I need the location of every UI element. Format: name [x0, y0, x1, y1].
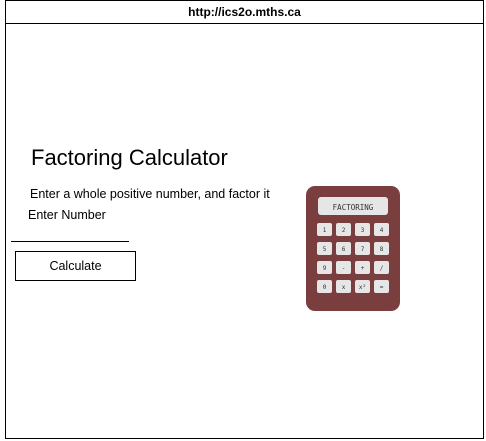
calculator-key-label: -	[342, 265, 346, 272]
instruction-text: Enter a whole positive number, and facto…	[30, 187, 270, 201]
calculator-key-label: 2	[342, 227, 346, 234]
calculator-display-text: FACTORING	[333, 203, 374, 212]
calculator-key	[374, 261, 389, 274]
calculator-key	[317, 261, 332, 274]
calculator-key-label: 0	[323, 284, 327, 291]
calculator-key	[317, 280, 332, 293]
calculator-key	[336, 261, 351, 274]
calculator-key-label: 5	[323, 246, 327, 253]
number-input[interactable]	[11, 226, 129, 242]
calculator-key-label: 8	[380, 246, 384, 253]
calculator-key	[355, 261, 370, 274]
calculator-key	[374, 242, 389, 255]
calculator-key-label: x	[342, 284, 346, 291]
calculator-key	[317, 242, 332, 255]
url-text: http://ics2o.mths.ca	[188, 5, 301, 19]
calculator-key-label: 9	[323, 265, 327, 272]
calculator-key-label: =	[380, 284, 384, 291]
calculator-key-label: 6	[342, 246, 346, 253]
calculator-key-label: 3	[361, 227, 365, 234]
number-input-label: Enter Number	[28, 208, 106, 222]
calculator-key	[355, 223, 370, 236]
page-title: Factoring Calculator	[31, 145, 228, 170]
calculator-key	[336, 280, 351, 293]
calculator-body	[306, 186, 400, 311]
calculator-key-label: 4	[380, 227, 384, 234]
calculator-key	[317, 223, 332, 236]
calculator-key	[355, 280, 370, 293]
calculator-key	[355, 242, 370, 255]
calculator-key-label: /	[380, 265, 384, 272]
address-bar[interactable]: http://ics2o.mths.ca	[5, 0, 484, 24]
calculate-button[interactable]: Calculate	[15, 251, 136, 281]
calculator-key-label: 1	[323, 227, 327, 234]
calculator-key	[374, 223, 389, 236]
calculator-key-label: +	[361, 265, 365, 272]
calculator-key	[336, 242, 351, 255]
calculator-key	[336, 223, 351, 236]
calculator-icon: FACTORING 1 2 3 4 5 6 7 8 9 - + / 0 x x² =	[306, 186, 400, 311]
calculator-key	[374, 280, 389, 293]
calculator-display	[318, 197, 388, 215]
calculator-key-label: 7	[361, 246, 365, 253]
calculator-key-label: x²	[359, 284, 366, 291]
